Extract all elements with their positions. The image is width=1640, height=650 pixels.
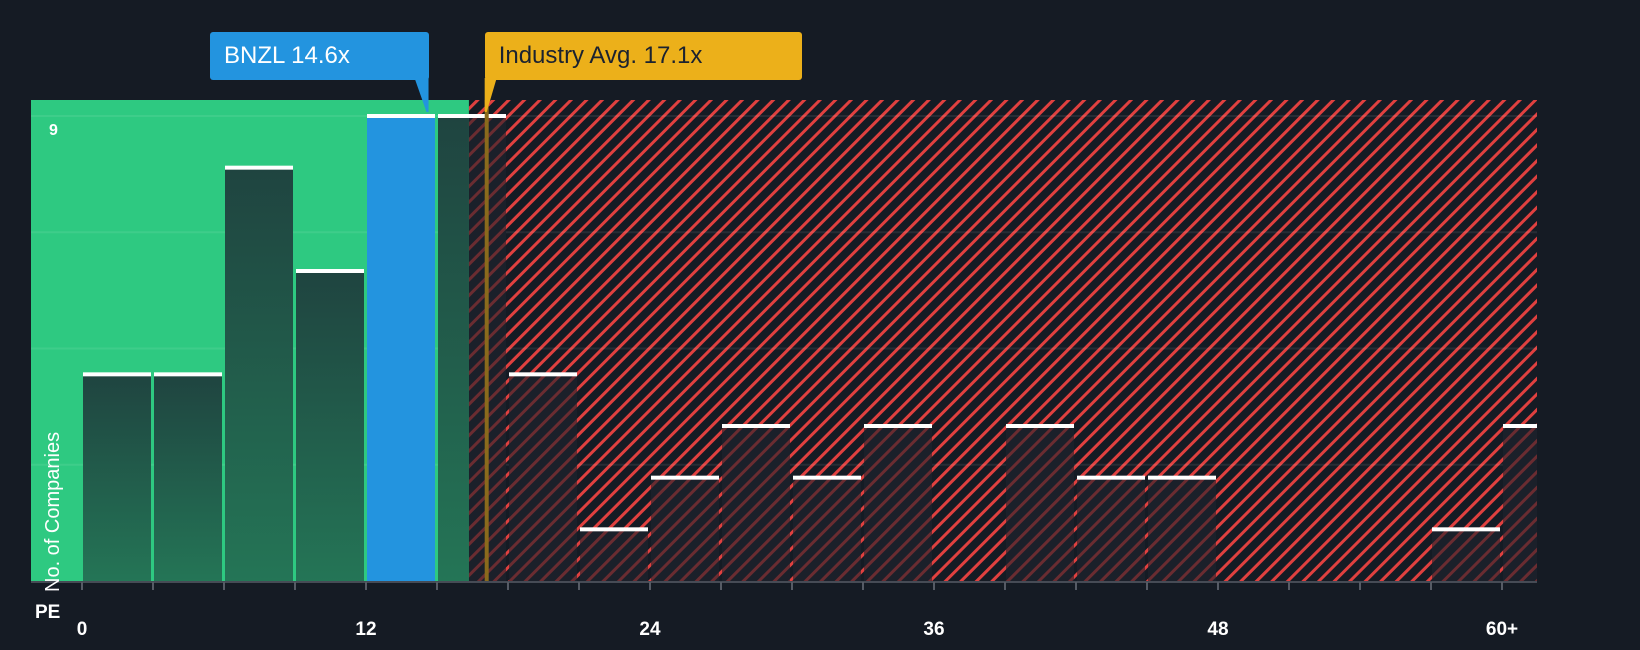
- bar-body: [509, 374, 577, 581]
- bar-3-6: [154, 372, 222, 581]
- bar-45-48: [1148, 475, 1216, 581]
- company-pe-label: BNZL 14.6x: [224, 42, 350, 69]
- bar-top-line: [864, 424, 932, 428]
- industry-pointer: [484, 78, 497, 112]
- bar-top-line: [296, 269, 364, 273]
- bar-top-line: [1148, 475, 1216, 480]
- bar-12-15: [367, 114, 435, 581]
- bar-top-line: [154, 372, 222, 377]
- bar-0-3: [83, 372, 151, 581]
- bar-body: [864, 426, 932, 581]
- bar-top-line: [1006, 424, 1074, 428]
- bar-top-line: [225, 165, 293, 170]
- bar-body: [296, 271, 364, 581]
- bar-body: [651, 477, 719, 581]
- bar-21-24: [580, 527, 648, 581]
- bar-27-30: [722, 424, 790, 581]
- bar-42-45: [1077, 475, 1145, 581]
- y-max-label: 9: [49, 122, 58, 139]
- bar-body: [154, 374, 222, 581]
- bar-body: [580, 529, 648, 581]
- bar-body: [1503, 426, 1537, 581]
- bar-60+: [1503, 424, 1537, 581]
- bar-top-line: [722, 424, 790, 428]
- bar-body: [367, 116, 435, 581]
- bar-body: [83, 374, 151, 581]
- value-markers: [414, 78, 497, 581]
- bar-top-line: [83, 372, 151, 377]
- bar-6-9: [225, 165, 293, 581]
- x-tick-label: 0: [76, 619, 88, 640]
- bar-top-line: [580, 527, 648, 532]
- bar-top-line: [1077, 475, 1145, 480]
- x-tick-label: 36: [923, 619, 945, 640]
- bar-top-line: [1503, 424, 1537, 428]
- bar-33-36: [864, 424, 932, 581]
- bar-18-21: [509, 372, 577, 581]
- bar-body: [1077, 477, 1145, 581]
- bar-top-line: [438, 114, 506, 118]
- bar-57-60: [1432, 527, 1500, 581]
- industry-avg-callout: Industry Avg. 17.1x: [484, 32, 802, 80]
- bar-body: [438, 116, 469, 581]
- bar-24-27: [651, 475, 719, 581]
- x-axis: [31, 581, 1537, 590]
- y-axis-title: No. of Companies: [42, 431, 64, 592]
- bar-body: [225, 167, 293, 581]
- bar-15-18: [438, 114, 506, 581]
- histogram-bars: [83, 114, 1537, 581]
- bar-top-line: [651, 475, 719, 480]
- bar-top-line: [793, 475, 861, 480]
- x-tick-label: 60+: [1485, 619, 1519, 640]
- x-axis-title: PE: [35, 602, 61, 623]
- company-pe-callout: BNZL 14.6x: [210, 32, 429, 80]
- bar-body: [793, 477, 861, 581]
- bar-body: [1006, 426, 1074, 581]
- bar-9-12: [296, 269, 364, 581]
- x-tick-label: 12: [355, 619, 377, 640]
- bar-top-line: [509, 372, 577, 377]
- bar-39-42: [1006, 424, 1074, 581]
- industry-avg-label: Industry Avg. 17.1x: [498, 42, 703, 69]
- company-pointer: [414, 78, 428, 112]
- bar-top-line: [1432, 527, 1500, 532]
- overvalued-region: [468, 100, 1538, 581]
- x-tick-label: 24: [639, 619, 661, 640]
- bar-top-line: [367, 114, 435, 118]
- bar-body: [1432, 529, 1500, 581]
- bar-body: [1148, 477, 1216, 581]
- x-tick-label: 48: [1207, 619, 1229, 640]
- bar-body: [722, 426, 790, 581]
- bar-30-33: [793, 475, 861, 581]
